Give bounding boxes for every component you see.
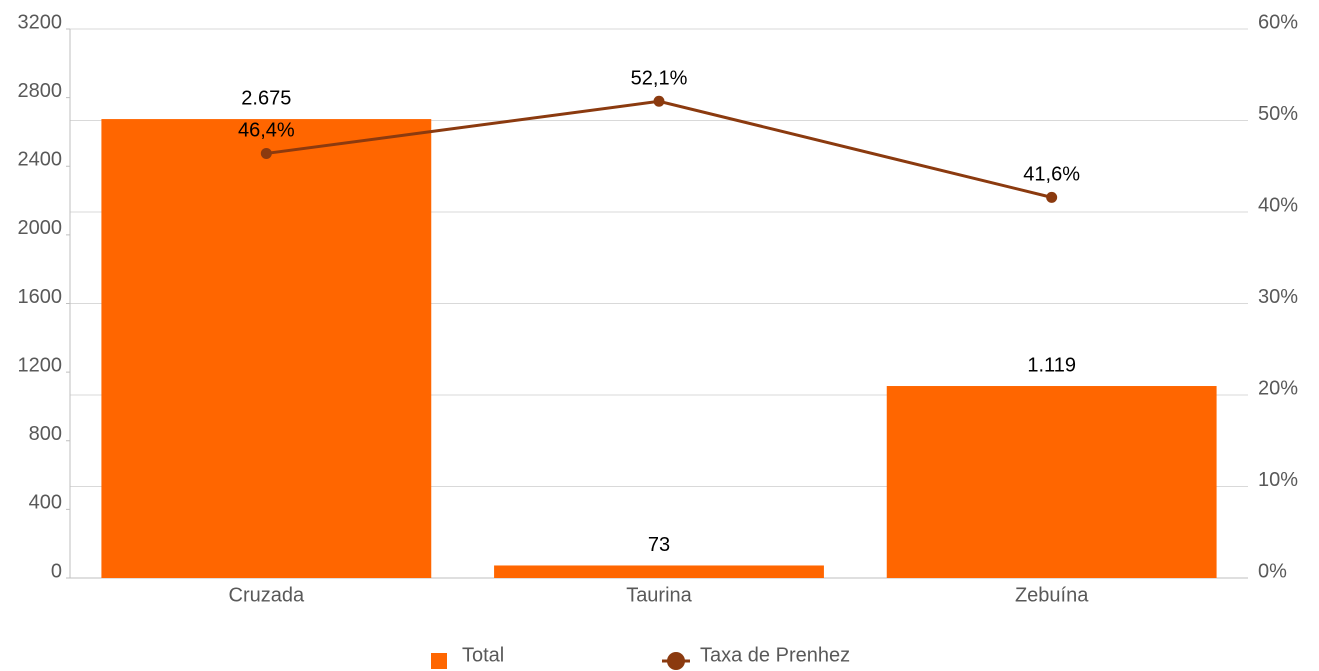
y-tick-label: 400 bbox=[29, 492, 62, 514]
y-tick-label: 2400 bbox=[18, 149, 63, 171]
legend-swatch bbox=[667, 652, 685, 670]
legend-label: Taxa de Prenhez bbox=[700, 644, 850, 666]
y2-tick-label: 20% bbox=[1258, 377, 1298, 399]
y2-tick-label: 10% bbox=[1258, 469, 1298, 491]
y-tick-label: 800 bbox=[29, 423, 62, 445]
data-label: 52,1% bbox=[631, 68, 688, 90]
line-marker bbox=[260, 147, 272, 159]
y-tick-label: 2000 bbox=[18, 217, 63, 239]
data-label: 1.119 bbox=[1027, 354, 1076, 376]
y2-tick-label: 0% bbox=[1258, 560, 1287, 582]
bar bbox=[886, 386, 1217, 578]
y2-tick-label: 40% bbox=[1258, 194, 1298, 216]
bar bbox=[494, 565, 824, 578]
line-marker bbox=[1046, 191, 1058, 203]
y-tick-label: 3200 bbox=[18, 11, 63, 33]
y-tick-label: 0 bbox=[51, 560, 62, 582]
y-tick-label: 1200 bbox=[18, 354, 63, 376]
y2-tick-label: 50% bbox=[1258, 103, 1298, 125]
legend-swatch bbox=[431, 653, 447, 669]
data-label: 73 bbox=[648, 534, 670, 556]
y-tick-label: 1600 bbox=[18, 286, 63, 308]
x-tick-label: Zebuína bbox=[1015, 584, 1089, 606]
data-label: 41,6% bbox=[1023, 164, 1080, 186]
y-tick-label: 2800 bbox=[18, 80, 63, 102]
bar bbox=[101, 119, 432, 578]
data-label: 46,4% bbox=[238, 120, 295, 142]
line-marker bbox=[653, 95, 665, 107]
data-label: 2.675 bbox=[241, 87, 291, 109]
y2-tick-label: 60% bbox=[1258, 11, 1298, 33]
x-tick-label: Taurina bbox=[626, 584, 692, 606]
y2-tick-label: 30% bbox=[1258, 286, 1298, 308]
x-tick-label: Cruzada bbox=[229, 584, 305, 606]
legend-label: Total bbox=[462, 644, 504, 666]
